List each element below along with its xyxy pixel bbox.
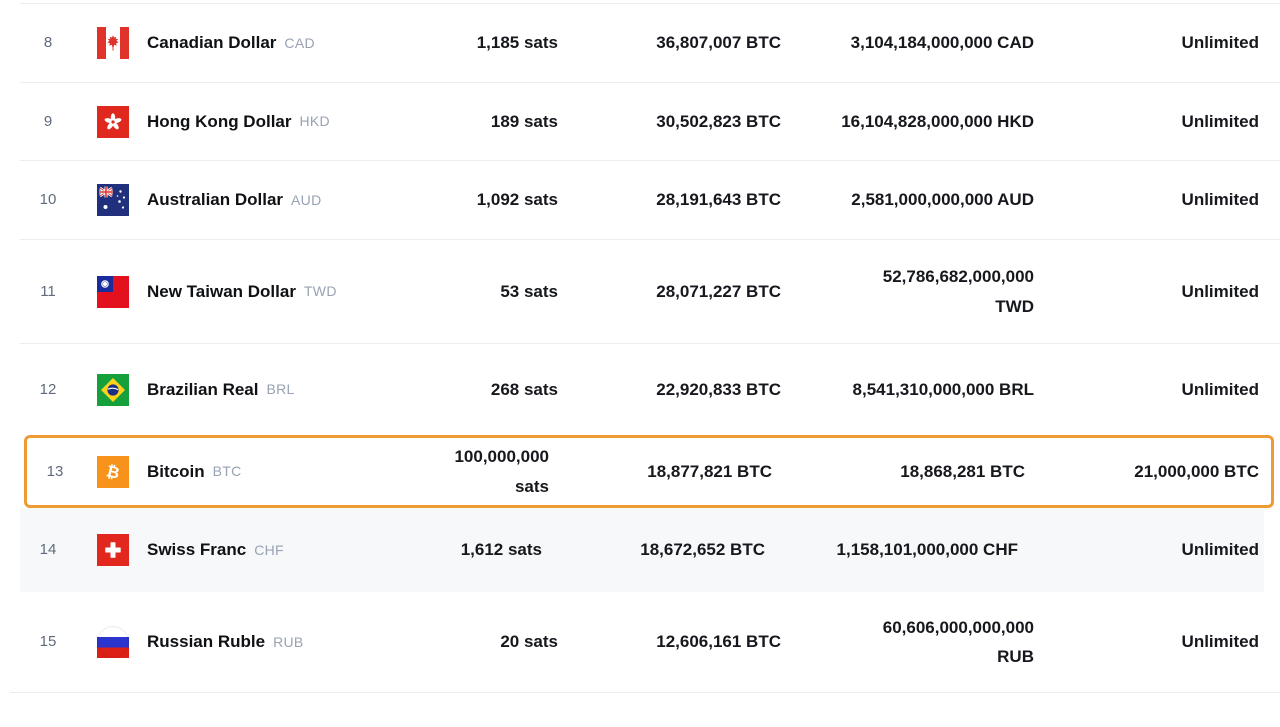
table-row[interactable]: 8 Canadian Dollar CAD 1,185 sats 36,807,… bbox=[0, 4, 1280, 82]
price-sats-cell: 268 sats bbox=[490, 379, 558, 399]
max-supply-cell: Unlimited bbox=[1181, 632, 1259, 652]
price-sats-cell: 189 sats bbox=[490, 111, 558, 131]
rank-cell: 14 bbox=[39, 541, 57, 559]
flag-hkd-icon bbox=[97, 106, 129, 138]
max-supply-cell: Unlimited bbox=[1181, 379, 1259, 399]
circulating-supply-cell: 3,104,184,000,000 CAD bbox=[850, 33, 1034, 53]
currency-cell: New Taiwan Dollar TWD bbox=[76, 276, 438, 308]
currency-name: Australian Dollar bbox=[147, 190, 284, 210]
currency-cell: Swiss Franc CHF bbox=[76, 534, 422, 566]
circulating-supply-cell: 2,581,000,000,000 AUD bbox=[851, 190, 1034, 210]
row-divider bbox=[20, 343, 1280, 344]
circulating-supply-cell: 1,158,101,000,000 CHF bbox=[836, 540, 1018, 560]
price-sats-cell: 20 sats bbox=[500, 632, 558, 652]
currency-name: Brazilian Real bbox=[147, 379, 259, 399]
row-divider bbox=[20, 239, 1280, 240]
market-cap-btc-cell: 30,502,823 BTC bbox=[656, 111, 781, 131]
table-row[interactable]: 15 Russian Ruble RUB 20 sats 12,606,161 … bbox=[0, 592, 1280, 692]
currency-code: TWD bbox=[303, 283, 337, 300]
flag-chf-icon bbox=[97, 534, 129, 566]
market-cap-btc-cell: 18,877,821 BTC bbox=[647, 461, 772, 481]
currency-cell: Hong Kong Dollar HKD bbox=[76, 106, 438, 138]
currency-name: New Taiwan Dollar bbox=[147, 281, 296, 301]
price-sats-cell: 1,185 sats bbox=[476, 33, 558, 53]
rank-cell: 13 bbox=[46, 462, 64, 480]
market-cap-btc-cell: 28,191,643 BTC bbox=[656, 190, 781, 210]
currency-cell: Australian Dollar AUD bbox=[76, 184, 438, 216]
circulating-supply-cell: 52,786,682,000,000 TWD bbox=[882, 267, 1034, 316]
currency-code: BRL bbox=[266, 381, 295, 398]
rank-cell: 9 bbox=[43, 112, 53, 130]
circulating-supply-cell: 60,606,000,000,000 RUB bbox=[882, 617, 1034, 666]
max-supply-cell: Unlimited bbox=[1181, 281, 1259, 301]
currency-code: RUB bbox=[273, 633, 304, 650]
price-sats-cell: 1,092 sats bbox=[476, 190, 558, 210]
market-cap-btc-cell: 18,672,652 BTC bbox=[640, 540, 765, 560]
currency-code: HKD bbox=[299, 113, 330, 130]
currency-cell: Canadian Dollar CAD bbox=[76, 27, 438, 59]
max-supply-cell: Unlimited bbox=[1181, 190, 1259, 210]
flag-aud-icon bbox=[97, 184, 129, 216]
row-divider bbox=[20, 3, 1280, 4]
price-sats-cell: 100,000,000 sats bbox=[454, 447, 549, 496]
circulating-supply-cell: 8,541,310,000,000 BRL bbox=[852, 379, 1034, 399]
rank-cell: 12 bbox=[39, 380, 57, 398]
row-divider bbox=[20, 82, 1280, 83]
market-cap-btc-cell: 22,920,833 BTC bbox=[656, 379, 781, 399]
currency-code: BTC bbox=[212, 463, 242, 480]
row-divider bbox=[20, 160, 1280, 161]
table-row[interactable]: 11 New Taiwan Dollar TWD 53 sats 28,071,… bbox=[0, 240, 1280, 343]
table-row[interactable]: 9 Hong Kong Dollar HKD 189 sats 30,502,8… bbox=[0, 83, 1280, 160]
table-row[interactable]: 14 Swiss Franc CHF 1,612 sats 18,672,652… bbox=[20, 508, 1264, 592]
rank-cell: 8 bbox=[43, 34, 53, 52]
market-cap-btc-cell: 28,071,227 BTC bbox=[656, 281, 781, 301]
flag-twd-icon bbox=[97, 276, 129, 308]
max-supply-cell: Unlimited bbox=[1181, 111, 1259, 131]
currency-name: Bitcoin bbox=[147, 461, 205, 481]
flag-cad-icon bbox=[97, 27, 129, 59]
currency-code: AUD bbox=[291, 191, 322, 208]
currency-cell: Brazilian Real BRL bbox=[76, 374, 438, 406]
circulating-supply-cell: 16,104,828,000,000 HKD bbox=[841, 111, 1034, 131]
rank-cell: 10 bbox=[39, 191, 57, 209]
rank-cell: 15 bbox=[39, 633, 57, 651]
table-row[interactable]: 12 Brazilian Real BRL 268 sats 22,920,83… bbox=[0, 344, 1280, 435]
currency-name: Swiss Franc bbox=[147, 540, 247, 560]
rank-cell: 11 bbox=[40, 282, 56, 300]
circulating-supply-cell: 18,868,281 BTC bbox=[900, 461, 1025, 481]
table-row[interactable]: 10 Australian Dollar AUD bbox=[0, 161, 1280, 239]
currency-name: Canadian Dollar bbox=[147, 33, 277, 53]
max-supply-cell: 21,000,000 BTC bbox=[1134, 461, 1259, 481]
flag-brl-icon bbox=[97, 374, 129, 406]
currency-name: Hong Kong Dollar bbox=[147, 111, 292, 131]
currency-name: Russian Ruble bbox=[147, 632, 266, 652]
currency-code: CHF bbox=[254, 541, 284, 558]
price-sats-cell: 1,612 sats bbox=[460, 540, 542, 560]
currency-table: 8 Canadian Dollar CAD 1,185 sats 36,807,… bbox=[0, 3, 1280, 693]
bitcoin-icon: ₿ bbox=[97, 456, 129, 488]
price-sats-cell: 53 sats bbox=[500, 281, 558, 301]
currency-cell: ₿ Bitcoin BTC bbox=[83, 456, 429, 488]
max-supply-cell: Unlimited bbox=[1181, 33, 1259, 53]
row-divider bbox=[10, 692, 1280, 693]
table-row-highlighted[interactable]: 13 ₿ Bitcoin BTC 100,000,000 sats 18,877… bbox=[24, 435, 1274, 508]
market-cap-btc-cell: 12,606,161 BTC bbox=[656, 632, 781, 652]
currency-cell: Russian Ruble RUB bbox=[76, 626, 438, 658]
market-cap-btc-cell: 36,807,007 BTC bbox=[656, 33, 781, 53]
max-supply-cell: Unlimited bbox=[1181, 540, 1259, 560]
currency-code: CAD bbox=[284, 34, 315, 51]
flag-rub-icon bbox=[97, 626, 129, 658]
